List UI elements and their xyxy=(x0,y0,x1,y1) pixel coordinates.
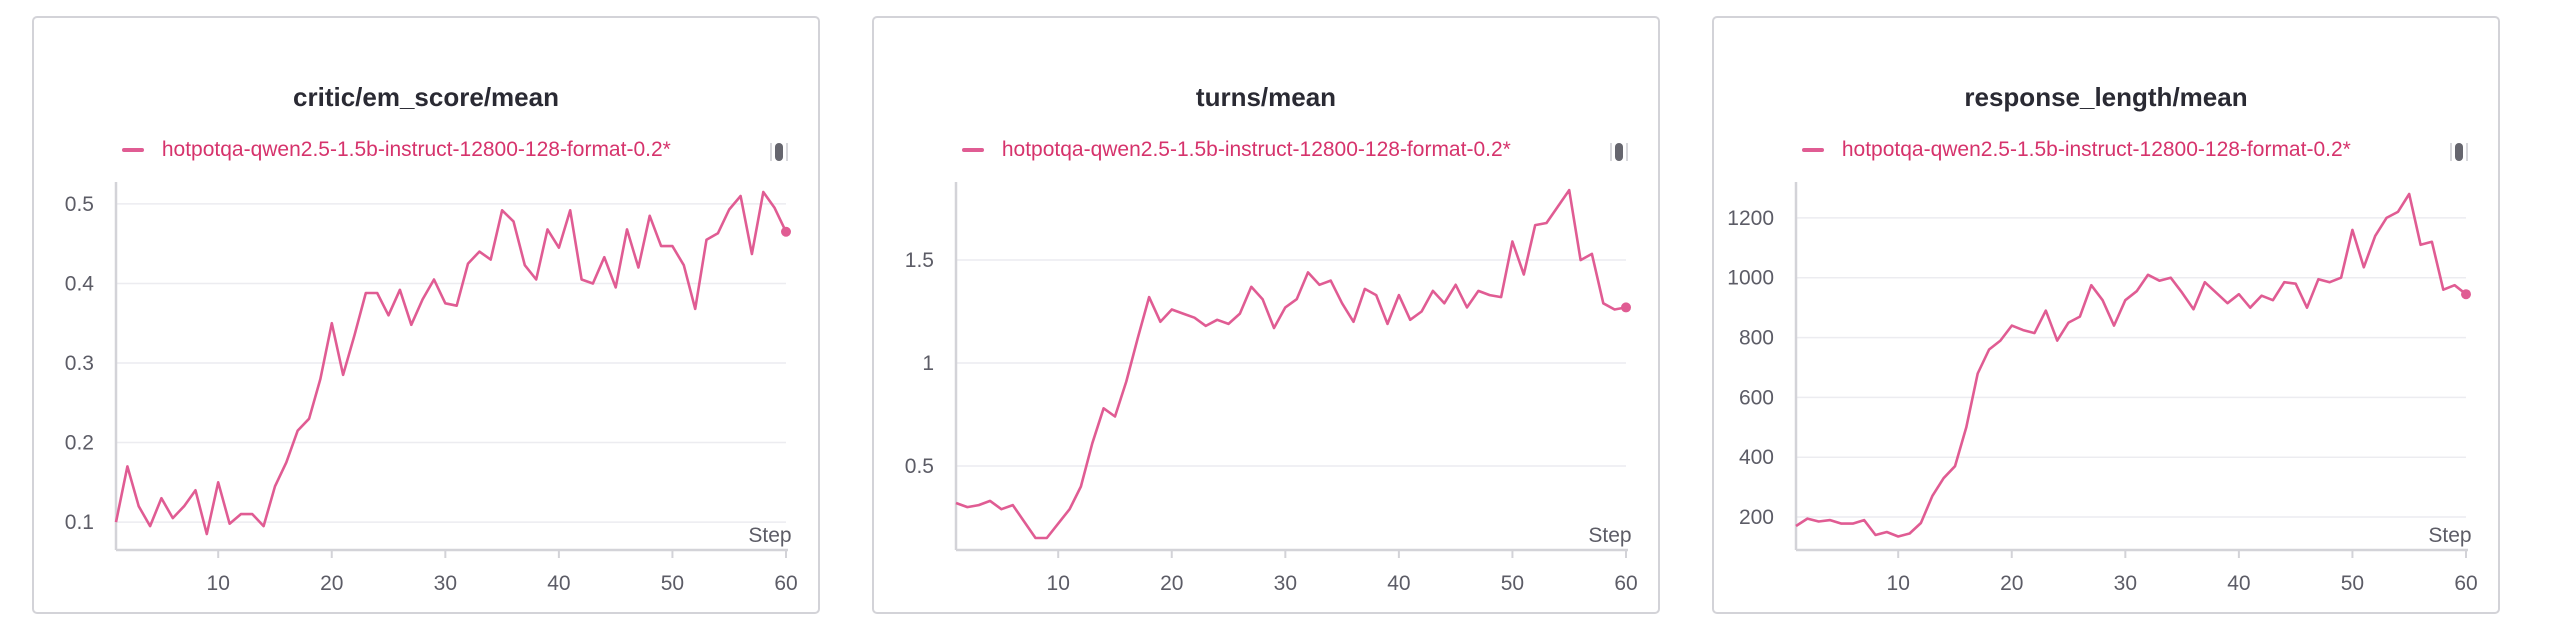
y-tick-label: 0.2 xyxy=(65,432,94,455)
x-tick-label: 10 xyxy=(207,572,230,595)
series-line[interactable] xyxy=(114,190,788,536)
chart-title: critic/em_score/mean xyxy=(293,82,559,112)
x-tick-label: 10 xyxy=(1047,572,1070,595)
y-tick-label: 0.1 xyxy=(65,511,94,534)
x-tick-label: 50 xyxy=(2341,572,2364,595)
line-chart[interactable]: 0.1 0.2 0.3 0.4 0.5 10 20 30 40 50 60 Step xyxy=(34,18,822,616)
x-axis-label: Step xyxy=(748,524,791,547)
last-point-marker[interactable] xyxy=(1621,302,1631,313)
y-tick-label: 800 xyxy=(1739,327,1774,350)
x-tick-label: 50 xyxy=(661,572,684,595)
x-axis-label: Step xyxy=(1588,524,1631,547)
y-tick-label: 200 xyxy=(1739,506,1774,529)
x-tick-label: 10 xyxy=(1887,572,1910,595)
y-tick-label: 1200 xyxy=(1727,207,1774,230)
x-tick-label: 60 xyxy=(2454,572,2477,595)
x-tick-label: 20 xyxy=(2000,572,2023,595)
x-tick-label: 40 xyxy=(1387,572,1410,595)
x-tick-label: 60 xyxy=(774,572,797,595)
y-tick-label: 1 xyxy=(922,352,934,375)
line-chart[interactable]: 0.5 1 1.5 10 20 30 40 50 60 Step xyxy=(874,18,1662,616)
y-tick-label: 600 xyxy=(1739,386,1774,409)
y-tick-label: 1000 xyxy=(1727,267,1774,290)
chart-title: turns/mean xyxy=(1195,82,1337,112)
chart-panel-em-score: critic/em_score/mean hotpotqa-qwen2.5-1.… xyxy=(32,16,820,614)
legend-item[interactable]: hotpotqa-qwen2.5-1.5b-instruct-12800-128… xyxy=(1802,138,2351,162)
series-line[interactable] xyxy=(1795,192,2467,538)
y-tick-label: 1.5 xyxy=(905,249,934,272)
x-tick-label: 30 xyxy=(2114,572,2137,595)
last-point-marker[interactable] xyxy=(2461,289,2471,300)
y-tick-label: 0.3 xyxy=(65,352,94,375)
line-chart[interactable]: 200 400 600 800 1000 1200 10 20 30 40 50 60 Step xyxy=(1714,18,2502,616)
series-line[interactable] xyxy=(955,188,1627,540)
legend-label: hotpotqa-qwen2.5-1.5b-instruct-12800-128… xyxy=(1841,138,2351,161)
chart-title: response_length/mean xyxy=(1964,82,2248,112)
legend-label: hotpotqa-qwen2.5-1.5b-instruct-12800-128… xyxy=(161,138,671,161)
x-tick-label: 50 xyxy=(1501,572,1524,595)
legend-item[interactable]: hotpotqa-qwen2.5-1.5b-instruct-12800-128… xyxy=(962,138,1511,162)
legend-scroll-handle[interactable] xyxy=(770,143,788,161)
legend-swatch xyxy=(962,148,984,153)
handle-knob[interactable] xyxy=(2455,143,2463,161)
y-tick-label: 0.5 xyxy=(65,193,94,216)
legend-scroll-handle[interactable] xyxy=(2450,143,2468,161)
x-tick-label: 40 xyxy=(547,572,570,595)
y-tick-label: 0.5 xyxy=(905,455,934,478)
y-tick-label: 400 xyxy=(1739,446,1774,469)
x-tick-label: 30 xyxy=(434,572,457,595)
y-tick-label: 0.4 xyxy=(65,272,95,295)
x-tick-label: 30 xyxy=(1274,572,1297,595)
legend-swatch xyxy=(1802,148,1824,153)
x-axis-label: Step xyxy=(2428,524,2471,547)
handle-knob[interactable] xyxy=(1615,143,1623,161)
x-tick-label: 60 xyxy=(1614,572,1637,595)
legend-swatch xyxy=(122,148,144,153)
legend-item[interactable]: hotpotqa-qwen2.5-1.5b-instruct-12800-128… xyxy=(122,138,671,162)
chart-panel-response-length: response_length/mean hotpotqa-qwen2.5-1.… xyxy=(1712,16,2500,614)
x-tick-label: 40 xyxy=(2227,572,2250,595)
x-tick-label: 20 xyxy=(320,572,343,595)
handle-knob[interactable] xyxy=(775,143,783,161)
x-tick-label: 20 xyxy=(1160,572,1183,595)
legend-label: hotpotqa-qwen2.5-1.5b-instruct-12800-128… xyxy=(1001,138,1511,161)
last-point-marker[interactable] xyxy=(781,226,791,237)
legend-scroll-handle[interactable] xyxy=(1610,143,1628,161)
chart-panel-turns: turns/mean hotpotqa-qwen2.5-1.5b-instruc… xyxy=(872,16,1660,614)
